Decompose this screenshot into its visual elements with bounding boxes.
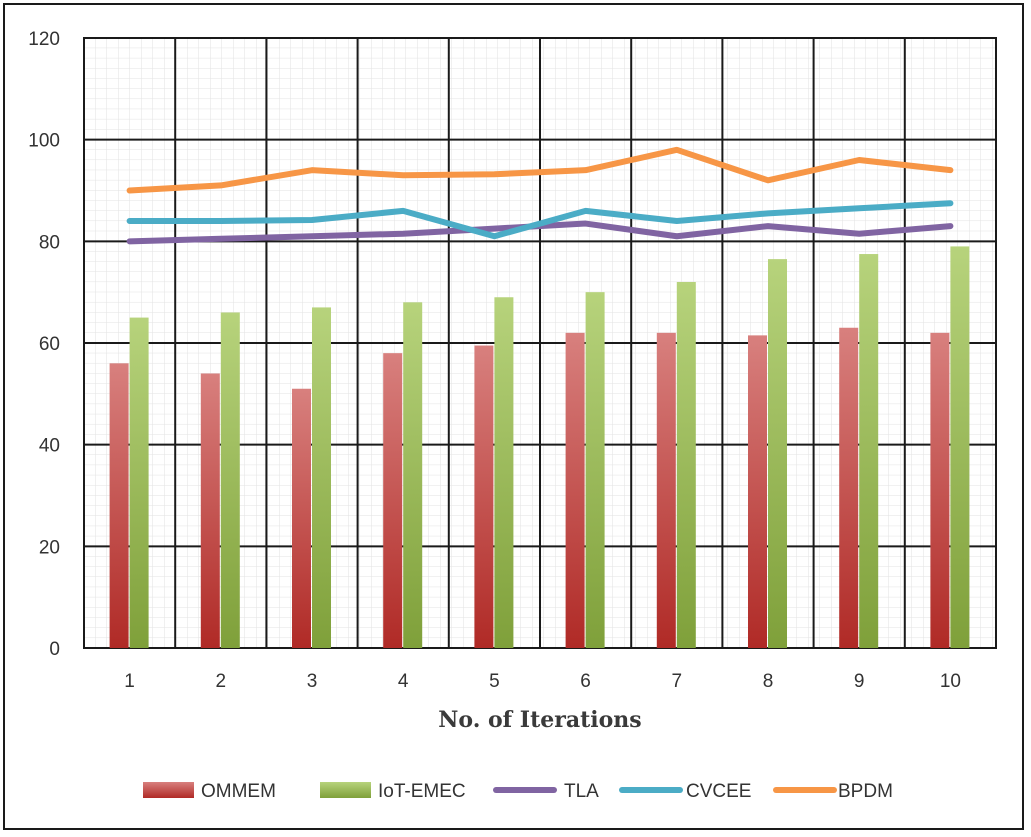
bar-ommem-3 — [292, 388, 311, 648]
y-tick-label: 100 — [28, 131, 60, 152]
x-tick-label: 9 — [854, 671, 865, 692]
bar-iot-emec-1 — [129, 317, 149, 648]
x-tick-label: 1 — [124, 671, 135, 692]
bar-ommem-7 — [656, 332, 676, 648]
line-bpdm — [126, 146, 954, 194]
bar-ommem-10 — [930, 332, 950, 648]
line-cvcee — [126, 200, 954, 240]
bar-ommem-6 — [565, 332, 585, 648]
bar-iot-emec-9 — [859, 254, 879, 648]
bar-ommem-1 — [109, 363, 129, 648]
x-tick-label: 3 — [307, 671, 318, 692]
legend-item-iot-emec: IoT-EMEC — [320, 781, 466, 802]
bar-iot-emec-3 — [312, 307, 331, 648]
legend-item-tla: TLA — [493, 781, 599, 802]
y-tick-label: 60 — [39, 334, 60, 355]
x-tick-label: 5 — [489, 671, 500, 692]
bar-ommem-8 — [748, 335, 767, 648]
legend-swatch — [320, 782, 371, 798]
x-tick-label: 6 — [580, 671, 591, 692]
legend: OMMEM IoT-EMEC TLA CVCEE BPDM — [143, 781, 893, 802]
x-tick-label: 8 — [763, 671, 774, 692]
legend-label: BPDM — [838, 781, 893, 802]
legend-label: IoT-EMEC — [378, 781, 466, 802]
bar-iot-emec-6 — [585, 292, 605, 648]
bars — [109, 246, 970, 648]
bar-iot-emec-8 — [768, 259, 787, 648]
legend-label: OMMEM — [201, 781, 276, 802]
x-tick-label: 10 — [940, 671, 961, 692]
bar-iot-emec-7 — [676, 282, 696, 648]
x-axis-title: No. of Iterations — [438, 707, 641, 733]
x-tick-label: 2 — [216, 671, 227, 692]
legend-item-bpdm: BPDM — [773, 781, 893, 802]
y-tick-label: 120 — [28, 29, 60, 50]
y-tick-label: 40 — [39, 436, 60, 457]
bar-iot-emec-5 — [494, 297, 514, 648]
bar-iot-emec-4 — [403, 302, 423, 648]
lines — [126, 146, 954, 245]
bar-ommem-9 — [839, 327, 859, 648]
legend-item-cvcee: CVCEE — [619, 781, 751, 802]
bar-ommem-5 — [474, 345, 494, 648]
y-tick-label: 0 — [49, 639, 60, 660]
x-tick-label: 7 — [672, 671, 683, 692]
bar-iot-emec-10 — [950, 246, 970, 648]
plot-area-border — [83, 37, 997, 649]
bar-ommem-2 — [200, 373, 220, 648]
legend-item-ommem: OMMEM — [143, 781, 276, 802]
bar-iot-emec-2 — [220, 312, 240, 648]
legend-swatch — [143, 782, 194, 798]
y-tick-label: 20 — [39, 537, 60, 558]
bar-ommem-4 — [383, 353, 403, 648]
legend-label: CVCEE — [686, 781, 751, 802]
x-tick-label: 4 — [398, 671, 409, 692]
axis-labels: 0 20 40 60 80 100 120 1 2 3 4 5 6 7 8 9 10 — [28, 29, 961, 692]
y-tick-label: 80 — [39, 232, 60, 253]
legend-label: TLA — [564, 781, 599, 802]
